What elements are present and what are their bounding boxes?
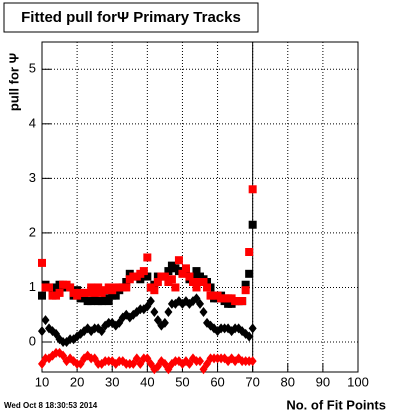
square-marker	[245, 269, 254, 278]
square-marker	[238, 297, 247, 306]
x-tick-label: 20	[70, 374, 84, 389]
y-tick-label: 3	[29, 170, 36, 185]
diamond-marker	[41, 315, 50, 326]
square-marker	[199, 278, 208, 286]
square-marker	[171, 283, 180, 292]
x-tick-label: 70	[245, 374, 259, 389]
square-marker	[104, 297, 113, 306]
square-marker	[150, 286, 159, 295]
square-marker	[153, 278, 162, 286]
square-marker	[192, 267, 201, 276]
square-marker	[188, 278, 197, 286]
diamond-marker	[196, 356, 204, 367]
square-marker	[192, 283, 201, 292]
y-axis-label: pull for Ψ	[6, 53, 21, 111]
diamond-marker	[164, 307, 173, 317]
square-marker	[248, 185, 257, 194]
square-marker	[181, 264, 190, 273]
diamond-marker	[38, 326, 46, 337]
plot-frame	[41, 41, 359, 373]
diamond-marker	[196, 298, 204, 309]
diamond-marker	[245, 331, 254, 342]
diamond-marker	[199, 307, 208, 317]
square-marker	[248, 220, 257, 229]
square-marker	[55, 288, 64, 297]
square-marker	[38, 258, 46, 267]
x-tick-label: 30	[105, 374, 119, 389]
square-marker	[139, 267, 148, 276]
diamond-marker	[146, 296, 155, 307]
square-marker	[45, 283, 54, 292]
diamond-marker	[248, 356, 257, 367]
x-tick-label: 40	[140, 374, 154, 389]
square-marker	[87, 283, 96, 292]
square-marker	[174, 256, 183, 265]
square-marker	[245, 248, 254, 256]
x-tick-label: 50	[175, 374, 189, 389]
y-tick-label: 2	[29, 224, 36, 239]
x-tick-label: 100	[347, 374, 369, 389]
square-marker	[83, 288, 92, 297]
diamond-marker	[150, 307, 159, 317]
square-marker	[164, 267, 173, 276]
square-marker	[143, 272, 152, 281]
title-box	[3, 2, 259, 33]
square-marker	[94, 283, 103, 292]
square-marker	[90, 288, 99, 297]
square-marker	[241, 280, 250, 289]
x-tick-label: 90	[316, 374, 330, 389]
square-marker	[241, 286, 250, 295]
y-tick-label: 4	[29, 115, 36, 130]
square-marker	[178, 269, 187, 278]
diamond-marker	[160, 317, 169, 328]
timestamp: Wed Oct 8 18:30:53 2014	[4, 401, 98, 410]
chart-title: Fitted pull forΨ Primary Tracks	[21, 9, 241, 26]
y-tick-label: 0	[29, 333, 36, 348]
square-marker	[122, 283, 131, 292]
square-marker	[160, 272, 169, 281]
y-tick-label: 5	[29, 61, 36, 76]
x-tick-label: 10	[35, 374, 49, 389]
square-marker	[111, 291, 120, 300]
square-marker	[66, 283, 75, 292]
x-tick-label: 60	[210, 374, 224, 389]
x-tick-label: 80	[281, 374, 295, 389]
square-marker	[143, 253, 152, 262]
diamond-marker	[248, 323, 257, 334]
square-marker	[38, 291, 46, 300]
y-tick-label: 1	[29, 279, 36, 294]
square-marker	[167, 275, 176, 284]
square-marker	[185, 272, 194, 281]
x-axis-label: No. of Fit Points	[286, 397, 386, 412]
square-marker	[203, 283, 212, 292]
